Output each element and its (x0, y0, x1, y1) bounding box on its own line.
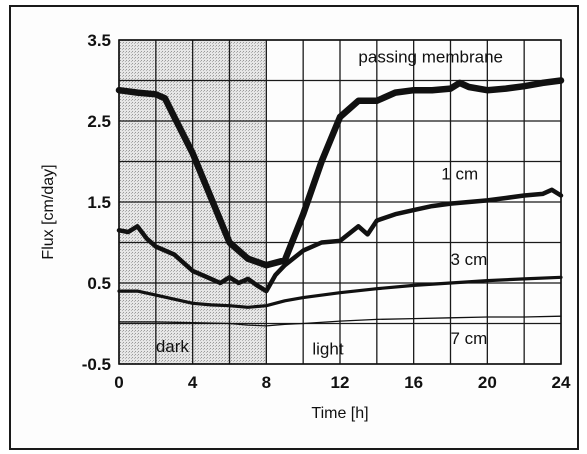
y-tick-label: 2.5 (87, 112, 111, 131)
y-tick-label: 3.5 (87, 31, 111, 50)
x-tick-label: 8 (262, 373, 271, 392)
plot-border (118, 39, 562, 365)
chart-frame (9, 5, 579, 450)
x-tick-label: 20 (478, 373, 497, 392)
annotation-label: 1 cm (441, 164, 478, 183)
y-tick-label: -0.5 (82, 355, 111, 374)
x-axis-title: Time [h] (311, 405, 368, 422)
annotation-label: 7 cm (451, 329, 488, 348)
x-tick-label: 4 (188, 373, 198, 392)
series-line-3 (117, 275, 563, 309)
series-line-2 (116, 187, 564, 294)
x-tick-label: 16 (404, 373, 423, 392)
annotation-label: passing membrane (358, 48, 503, 67)
series-line-1 (115, 77, 565, 269)
series-line-4 (118, 315, 562, 327)
y-tick-label: 0.5 (87, 274, 111, 293)
annotation-label: dark (156, 337, 190, 356)
x-tick-label: 0 (114, 373, 123, 392)
y-tick-label: 1.5 (87, 193, 111, 212)
annotation-label: light (312, 339, 343, 358)
x-tick-label: 24 (552, 373, 571, 392)
x-tick-label: 12 (331, 373, 350, 392)
annotation-label: 3 cm (451, 250, 488, 269)
y-axis-title: Flux [cm/day] (40, 164, 57, 259)
